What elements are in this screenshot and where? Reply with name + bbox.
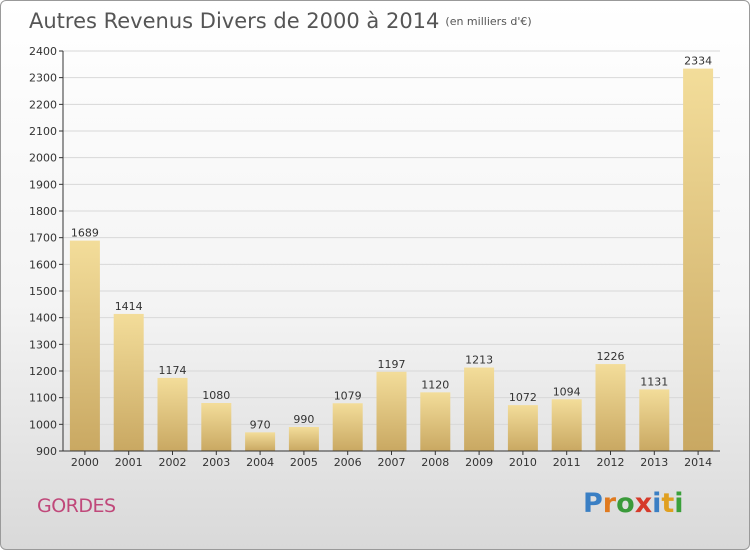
x-tick-label: 2014 bbox=[684, 456, 712, 469]
x-tick-label: 2005 bbox=[290, 456, 318, 469]
title-text: Autres Revenus Divers de 2000 à 2014 bbox=[29, 9, 440, 33]
x-tick-label: 2007 bbox=[378, 456, 406, 469]
data-label: 970 bbox=[250, 418, 271, 431]
bar bbox=[420, 392, 451, 451]
y-tick-label: 2200 bbox=[29, 98, 57, 111]
y-tick-label: 900 bbox=[36, 445, 57, 458]
x-tick-label: 2001 bbox=[115, 456, 143, 469]
y-tick-label: 2300 bbox=[29, 72, 57, 85]
bar bbox=[507, 405, 538, 451]
y-tick-label: 2100 bbox=[29, 125, 57, 138]
proxiti-logo: Proxiti bbox=[583, 488, 684, 519]
data-label: 1072 bbox=[509, 391, 537, 404]
logo-letter: x bbox=[634, 488, 653, 519]
data-label: 1414 bbox=[115, 300, 143, 313]
data-label: 1689 bbox=[71, 227, 99, 240]
x-tick-label: 2003 bbox=[202, 456, 230, 469]
data-label: 1094 bbox=[553, 385, 581, 398]
x-tick-label: 2004 bbox=[246, 456, 274, 469]
bar bbox=[683, 68, 714, 451]
y-tick-label: 1200 bbox=[29, 365, 57, 378]
bar bbox=[245, 432, 276, 451]
y-tick-label: 1800 bbox=[29, 205, 57, 218]
y-tick-label: 1500 bbox=[29, 285, 57, 298]
bar bbox=[595, 364, 626, 451]
y-tick-label: 2400 bbox=[29, 45, 57, 58]
bar bbox=[157, 377, 188, 451]
data-label: 1174 bbox=[159, 364, 187, 377]
chart-unit: (en milliers d'€) bbox=[445, 15, 532, 28]
x-tick-label: 2000 bbox=[71, 456, 99, 469]
chart-title: Autres Revenus Divers de 2000 à 2014 (en … bbox=[29, 9, 532, 33]
data-label: 1079 bbox=[334, 389, 362, 402]
x-tick-label: 2009 bbox=[465, 456, 493, 469]
data-label: 1226 bbox=[597, 350, 625, 363]
data-label: 1213 bbox=[465, 354, 493, 367]
x-tick-label: 2006 bbox=[334, 456, 362, 469]
x-tick-label: 2013 bbox=[640, 456, 668, 469]
x-tick-label: 2012 bbox=[597, 456, 625, 469]
x-tick-label: 2010 bbox=[509, 456, 537, 469]
y-tick-label: 1100 bbox=[29, 392, 57, 405]
bar bbox=[69, 240, 100, 451]
bar bbox=[201, 403, 232, 451]
y-tick-label: 1600 bbox=[29, 258, 57, 271]
y-tick-label: 1900 bbox=[29, 178, 57, 191]
logo-letter: o bbox=[616, 488, 635, 519]
logo-letter: r bbox=[602, 488, 617, 519]
logo-letter: i bbox=[674, 488, 684, 519]
logo-letter: t bbox=[661, 488, 675, 519]
y-tick-label: 1700 bbox=[29, 232, 57, 245]
bar bbox=[113, 313, 144, 451]
data-label: 1197 bbox=[378, 358, 406, 371]
data-label: 2334 bbox=[684, 55, 712, 68]
logo-letter: i bbox=[652, 488, 662, 519]
x-tick-label: 2002 bbox=[159, 456, 187, 469]
data-label: 1120 bbox=[421, 378, 449, 391]
y-tick-label: 1300 bbox=[29, 338, 57, 351]
town-name: GORDES bbox=[37, 495, 116, 517]
data-label: 990 bbox=[293, 413, 314, 426]
bar bbox=[332, 403, 363, 451]
bar bbox=[639, 389, 670, 451]
x-tick-label: 2008 bbox=[421, 456, 449, 469]
x-tick-label: 2011 bbox=[553, 456, 581, 469]
bar bbox=[464, 367, 495, 451]
bar bbox=[551, 399, 582, 451]
y-tick-label: 2000 bbox=[29, 152, 57, 165]
bar bbox=[288, 427, 319, 451]
logo-letter: P bbox=[583, 488, 603, 519]
y-tick-label: 1000 bbox=[29, 418, 57, 431]
y-tick-label: 1400 bbox=[29, 312, 57, 325]
bar bbox=[376, 371, 407, 451]
data-label: 1080 bbox=[202, 389, 230, 402]
data-label: 1131 bbox=[640, 375, 668, 388]
